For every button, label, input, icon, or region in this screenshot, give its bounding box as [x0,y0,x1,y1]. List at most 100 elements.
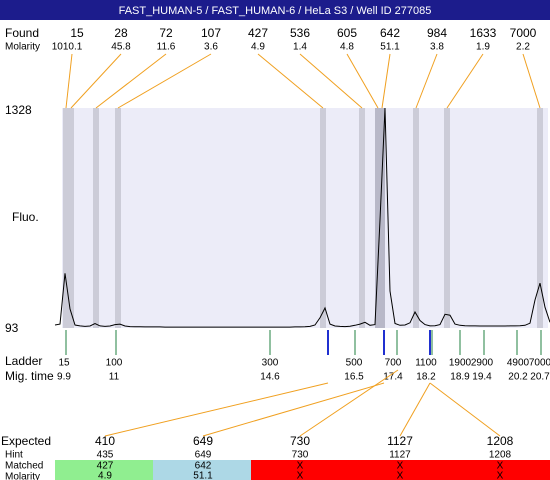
y-tick-label: 1328 [5,103,32,117]
found-size: 107 [201,26,221,40]
expected-matched: 427 [97,461,114,472]
ladder-label: Ladder [5,354,42,368]
found-connector [346,53,379,109]
expected-hint: 649 [195,450,212,461]
expected-hint: 435 [97,450,114,461]
found-connector [299,53,363,109]
found-molarity: 3.8 [430,42,444,53]
matched-label: Matched [5,461,43,472]
y-axis-label: Fluo. [12,210,39,224]
expected-size: 1208 [487,434,514,448]
found-connector [446,53,484,109]
trace [54,107,550,328]
found-molarity: 1.9 [476,42,490,53]
ladder-time: 16.5 [344,372,364,383]
found-size: 28 [114,26,128,40]
ladder-size: 4900 [507,358,530,369]
found-molarity: 2.2 [516,42,530,53]
exp-molarity-label: Molarity [5,472,40,480]
expected-connector [429,382,501,437]
matched-cell [55,460,153,480]
found-size: 427 [248,26,268,40]
ladder-time: 19.4 [472,372,492,383]
expected-connector [299,369,399,437]
found-size: 1633 [470,26,497,40]
ladder-time: 20.2 [508,372,528,383]
found-molarity: 4.9 [251,42,265,53]
molarity-label: Molarity [5,42,40,53]
peak-band [320,108,326,328]
expected-hint: 1127 [389,450,411,461]
found-connector [70,53,122,109]
plot-area [62,108,548,328]
ladder-time: 20.7 [530,372,550,383]
found-molarity: 45.8 [111,42,131,53]
expected-molarity: X [297,471,304,480]
hint-label: Hint [5,450,23,461]
expected-matched: 642 [195,461,212,472]
found-size: 642 [380,26,400,40]
found-molarity: 51.1 [380,42,400,53]
ladder-time: 18.9 [450,372,470,383]
found-label: Found [5,26,39,40]
found-size: 15 [70,26,84,40]
peak-band [63,108,69,328]
found-connector [95,53,167,109]
expected-hint: 730 [292,450,309,461]
ladder-size: 700 [385,358,402,369]
ladder-size: 15 [58,358,70,369]
ladder-time: 9.9 [57,372,71,383]
ladder-time: 14.6 [260,372,280,383]
found-molarity: 4.8 [340,42,354,53]
ladder-size: 7000 [529,358,550,369]
found-connector [415,53,438,109]
peak-band [115,108,121,328]
found-connector [65,53,73,109]
expected-size: 1127 [387,434,413,448]
expected-molarity: X [497,471,504,480]
peak-band [537,108,543,328]
ladder-size: 2900 [471,358,494,369]
mig-time-label: Mig. time [5,369,54,383]
peak-band [375,108,381,328]
found-size: 72 [159,26,173,40]
expected-size: 410 [95,434,115,448]
y-tick-label: 93 [5,321,19,335]
expected-size: 649 [193,434,213,448]
expected-matched: X [397,461,404,472]
found-connector [522,53,541,109]
peak-band [359,108,365,328]
found-size: 7000 [510,26,537,40]
matched-cell [153,460,251,480]
peak-band [413,108,419,328]
found-molarity: 3.6 [204,42,218,53]
peak-band [68,108,74,328]
ladder-time: 11 [109,372,120,383]
ladder-size: 300 [262,358,279,369]
expected-connector [104,382,329,437]
expected-molarity: 4.9 [98,471,112,480]
expected-label: Expected [1,434,51,448]
ladder-size: 500 [346,358,363,369]
ladder-size: 1900 [449,358,472,369]
ladder-time: 17.4 [383,372,403,383]
ladder-size: 100 [106,358,123,369]
expected-hint: 1208 [489,450,512,461]
expected-matched: X [297,461,304,472]
found-connector [381,53,391,109]
found-molarity: 1.4 [293,42,307,53]
expected-connector [202,382,385,437]
title: FAST_HUMAN-5 / FAST_HUMAN-6 / HeLa S3 / … [119,5,432,17]
expected-matched: X [497,461,504,472]
found-connector [257,53,324,109]
peak-band [93,108,99,328]
ladder-size: 1100 [415,358,437,369]
expected-size: 730 [290,434,310,448]
found-size: 605 [337,26,357,40]
found-molarity: 1010.1 [52,42,83,53]
peak-band [444,108,450,328]
title-bar [0,0,550,20]
expected-molarity: X [397,471,404,480]
peak-band [379,108,385,328]
